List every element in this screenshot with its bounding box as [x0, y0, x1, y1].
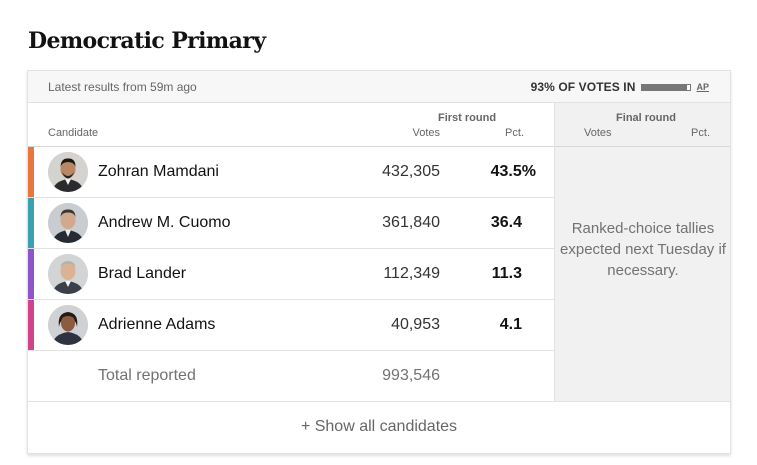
last-updated-text: Latest results from 59m ago: [48, 80, 197, 94]
votes-in-progress-bar: [641, 83, 692, 91]
candidate-color-stripe: [28, 300, 34, 350]
results-status-bar: Latest results from 59m ago 93% OF VOTES…: [28, 71, 730, 103]
reporting-status: 93% OF VOTES IN AP: [531, 80, 709, 94]
table-row: Adrienne Adams 40,953 4.1: [28, 300, 554, 351]
candidate-name: Zohran Mamdani: [98, 163, 219, 180]
candidate-column-header: Candidate: [48, 127, 99, 139]
total-reported-votes: 993,546: [382, 367, 440, 384]
final-round-pct-header: Pct.: [691, 127, 710, 139]
table-row: Brad Lander 112,349 11.3: [28, 249, 554, 300]
ranked-choice-note: Ranked-choice tallies expected next Tues…: [560, 220, 726, 279]
final-round-header: Final round: [616, 112, 676, 124]
results-table: Latest results from 59m ago 93% OF VOTES…: [27, 70, 731, 454]
first-round-votes-header: Votes: [412, 127, 440, 139]
candidate-name: Andrew M. Cuomo: [98, 214, 231, 231]
candidate-color-stripe: [28, 198, 34, 248]
candidate-photo-cuomo: [48, 203, 88, 243]
candidate-pct: 36.4: [490, 214, 522, 231]
table-header: Candidate First round Votes Pct.: [28, 103, 554, 147]
table-row: Zohran Mamdani 432,305 43.5%: [28, 147, 554, 198]
final-round-divider: [555, 146, 730, 147]
candidate-pct: 4.1: [499, 316, 522, 333]
total-reported-label: Total reported: [98, 367, 196, 384]
table-row: Andrew M. Cuomo 361,840 36.4: [28, 198, 554, 249]
votes-in-label: 93% OF VOTES IN: [530, 80, 636, 94]
first-round-header: First round: [438, 112, 497, 124]
ap-source-link[interactable]: AP: [696, 82, 709, 92]
candidate-name: Adrienne Adams: [98, 316, 216, 333]
total-reported-row: Total reported 993,546: [28, 351, 554, 401]
candidate-photo-mamdani: [48, 152, 88, 192]
candidate-pct: 43.5%: [490, 163, 536, 180]
candidate-color-stripe: [28, 249, 34, 299]
candidate-color-stripe: [28, 147, 34, 197]
candidate-votes: 112,349: [383, 265, 440, 282]
candidate-votes: 40,953: [391, 316, 440, 333]
votes-in-progress-fill: [642, 84, 688, 90]
race-title: Democratic Primary: [28, 28, 266, 54]
candidate-votes: 361,840: [382, 214, 440, 231]
candidate-photo-adams: [48, 305, 88, 345]
final-round-column: Final round Votes Pct. Ranked-choice tal…: [554, 103, 730, 401]
first-round-pct-header: Pct.: [505, 127, 524, 139]
candidate-pct: 11.3: [491, 265, 522, 282]
candidate-votes: 432,305: [382, 163, 440, 180]
final-round-votes-header: Votes: [584, 127, 612, 139]
show-all-candidates-label: + Show all candidates: [300, 418, 458, 435]
show-all-candidates-button[interactable]: + Show all candidates: [28, 401, 730, 453]
candidate-photo-lander: [48, 254, 88, 294]
candidate-name: Brad Lander: [98, 265, 187, 282]
